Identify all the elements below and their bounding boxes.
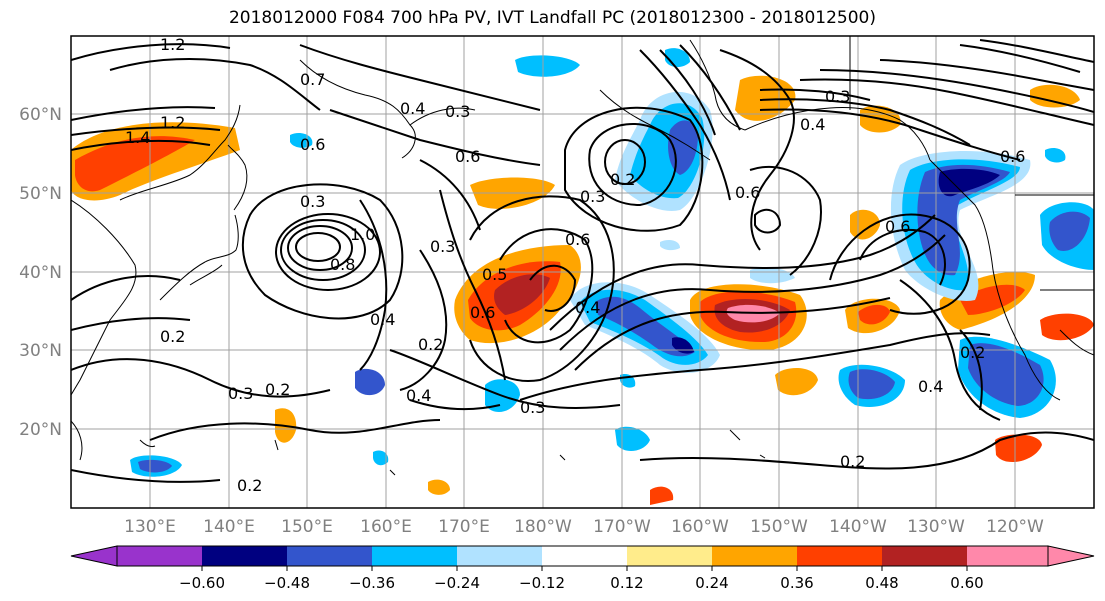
contour-label: 0.2 xyxy=(160,327,185,346)
chart-title: 2018012000 F084 700 hPa PV, IVT Landfall… xyxy=(228,8,876,28)
contour-label: 0.7 xyxy=(300,70,325,89)
contour-label: 0.6 xyxy=(565,230,590,249)
contour-label: 0.3 xyxy=(445,102,470,121)
contour-label: 0.3 xyxy=(825,87,850,106)
colorbar-tick-label: 0.36 xyxy=(780,574,813,592)
lat-label: 20°N xyxy=(19,420,62,440)
colorbar: −0.60 −0.48 −0.36 −0.24 −0.12 0.12 0.24 … xyxy=(70,545,1095,592)
contour-label: 0.2 xyxy=(237,476,262,495)
colorbar-tick-label: −0.48 xyxy=(264,574,310,592)
colorbar-tick-label: −0.24 xyxy=(434,574,480,592)
shade-neg-s1-core xyxy=(848,369,895,400)
shade-pos-south5 xyxy=(428,479,450,495)
coastlines xyxy=(71,36,1094,476)
contour-label: 0.6 xyxy=(735,183,760,202)
contour-label: 0.6 xyxy=(470,303,495,322)
contour-label: 0.4 xyxy=(370,310,395,329)
contour-labels: 1.2 1.4 1.2 0.7 0.3 0.6 0.3 0.4 0.2 0.3 … xyxy=(125,35,1025,495)
lat-label: 30°N xyxy=(19,341,62,361)
contour-label: 0.6 xyxy=(1000,147,1025,166)
shade-pos-east2-core xyxy=(858,304,890,325)
lat-label: 50°N xyxy=(19,184,62,204)
contour-label: 0.2 xyxy=(418,335,443,354)
lon-label: 150°W xyxy=(750,517,808,537)
contour-label: 0.2 xyxy=(610,170,635,189)
shade-neg-s4-core xyxy=(138,459,172,473)
lon-labels: 130°E 140°E 150°E 160°E 170°E 180°W 170°… xyxy=(124,517,1044,537)
colorbar-ticks xyxy=(201,566,968,571)
colorbar-segments xyxy=(117,546,1048,566)
colorbar-tick-labels: −0.60 −0.48 −0.36 −0.24 −0.12 0.12 0.24 … xyxy=(179,574,984,592)
contour-label: 0.3 xyxy=(520,398,545,417)
map-frame xyxy=(70,35,1095,509)
lon-label: 150°E xyxy=(281,517,333,537)
shade-pos-dateline-core xyxy=(494,274,550,315)
lon-label: 140°E xyxy=(203,517,255,537)
colorbar-tick-label: 0.24 xyxy=(695,574,728,592)
shade-pos-south2 xyxy=(995,434,1042,463)
contour-label: 0.2 xyxy=(840,452,865,471)
shade-neg-s5 xyxy=(615,426,650,452)
shade-pos-socal xyxy=(1040,313,1094,341)
contour-label: 1.2 xyxy=(160,113,185,132)
contour-label: 0.6 xyxy=(300,135,325,154)
lon-label: 130°E xyxy=(124,517,176,537)
colorbar-tick-label: 0.48 xyxy=(865,574,898,592)
lon-label: 140°W xyxy=(829,517,887,537)
shade-neg-tiny3 xyxy=(1045,148,1066,163)
shade-pos-kamchatka-core xyxy=(75,136,195,192)
contour-label: 1.2 xyxy=(160,35,185,54)
contour-label: 0.3 xyxy=(228,384,253,403)
map-content: 1.2 1.4 1.2 0.7 0.3 0.6 0.3 0.4 0.2 0.3 … xyxy=(71,35,1094,508)
lon-label: 160°W xyxy=(671,517,729,537)
lat-label: 40°N xyxy=(19,263,62,283)
contour-label: 1.0 xyxy=(350,225,375,244)
shade-pos-south4 xyxy=(650,486,674,505)
colorbar-tick-label: −0.60 xyxy=(179,574,225,592)
lon-label: 160°E xyxy=(360,517,412,537)
shade-neg-east-lt2 xyxy=(660,240,680,251)
lon-label: 170°E xyxy=(438,517,490,537)
pv-contours xyxy=(71,39,1094,483)
lon-label: 180°W xyxy=(514,517,572,537)
contour-label: 0.6 xyxy=(885,217,910,236)
shade-neg-se-core xyxy=(968,343,1044,406)
shading-layer xyxy=(71,48,1094,505)
lat-labels: 60°N 50°N 40°N 30°N 20°N xyxy=(19,105,62,440)
contour-label: 0.2 xyxy=(265,380,290,399)
shade-neg-s6-core xyxy=(1049,211,1090,251)
lon-label: 130°W xyxy=(907,517,965,537)
lat-label: 60°N xyxy=(19,105,62,125)
contour-label: 1.4 xyxy=(125,128,150,147)
lon-label: 170°W xyxy=(593,517,651,537)
contour-label: 0.4 xyxy=(400,99,425,118)
contour-label: 0.5 xyxy=(482,265,507,284)
contour-label: 0.3 xyxy=(300,192,325,211)
contour-label: 0.4 xyxy=(918,377,943,396)
gridlines xyxy=(71,36,1094,508)
colorbar-tick-label: −0.12 xyxy=(519,574,565,592)
contour-label: 0.4 xyxy=(575,298,600,317)
shade-pos-ne xyxy=(1030,84,1080,108)
colorbar-low-extend xyxy=(70,545,118,567)
shade-neg-north xyxy=(515,55,580,77)
shade-neg-tiny1 xyxy=(373,450,389,466)
contour-label: 0.4 xyxy=(800,115,825,134)
shade-pos-south1 xyxy=(775,368,818,396)
contour-label: 0.8 xyxy=(330,255,355,274)
colorbar-tick-label: −0.36 xyxy=(349,574,395,592)
shade-neg-s3 xyxy=(355,368,385,396)
contour-label: 0.4 xyxy=(406,386,431,405)
shade-neg-pac-core xyxy=(595,296,695,357)
contour-label: 0.3 xyxy=(430,237,455,256)
colorbar-tick-label: 0.60 xyxy=(950,574,983,592)
colorbar-tick-label: 0.12 xyxy=(610,574,643,592)
contour-label: 0.6 xyxy=(455,147,480,166)
lon-label: 120°W xyxy=(986,517,1044,537)
contour-label: 0.2 xyxy=(960,343,985,362)
contour-label: 0.3 xyxy=(580,187,605,206)
shade-neg-coast-deep xyxy=(938,168,1000,197)
colorbar-high-extend xyxy=(1047,545,1095,567)
